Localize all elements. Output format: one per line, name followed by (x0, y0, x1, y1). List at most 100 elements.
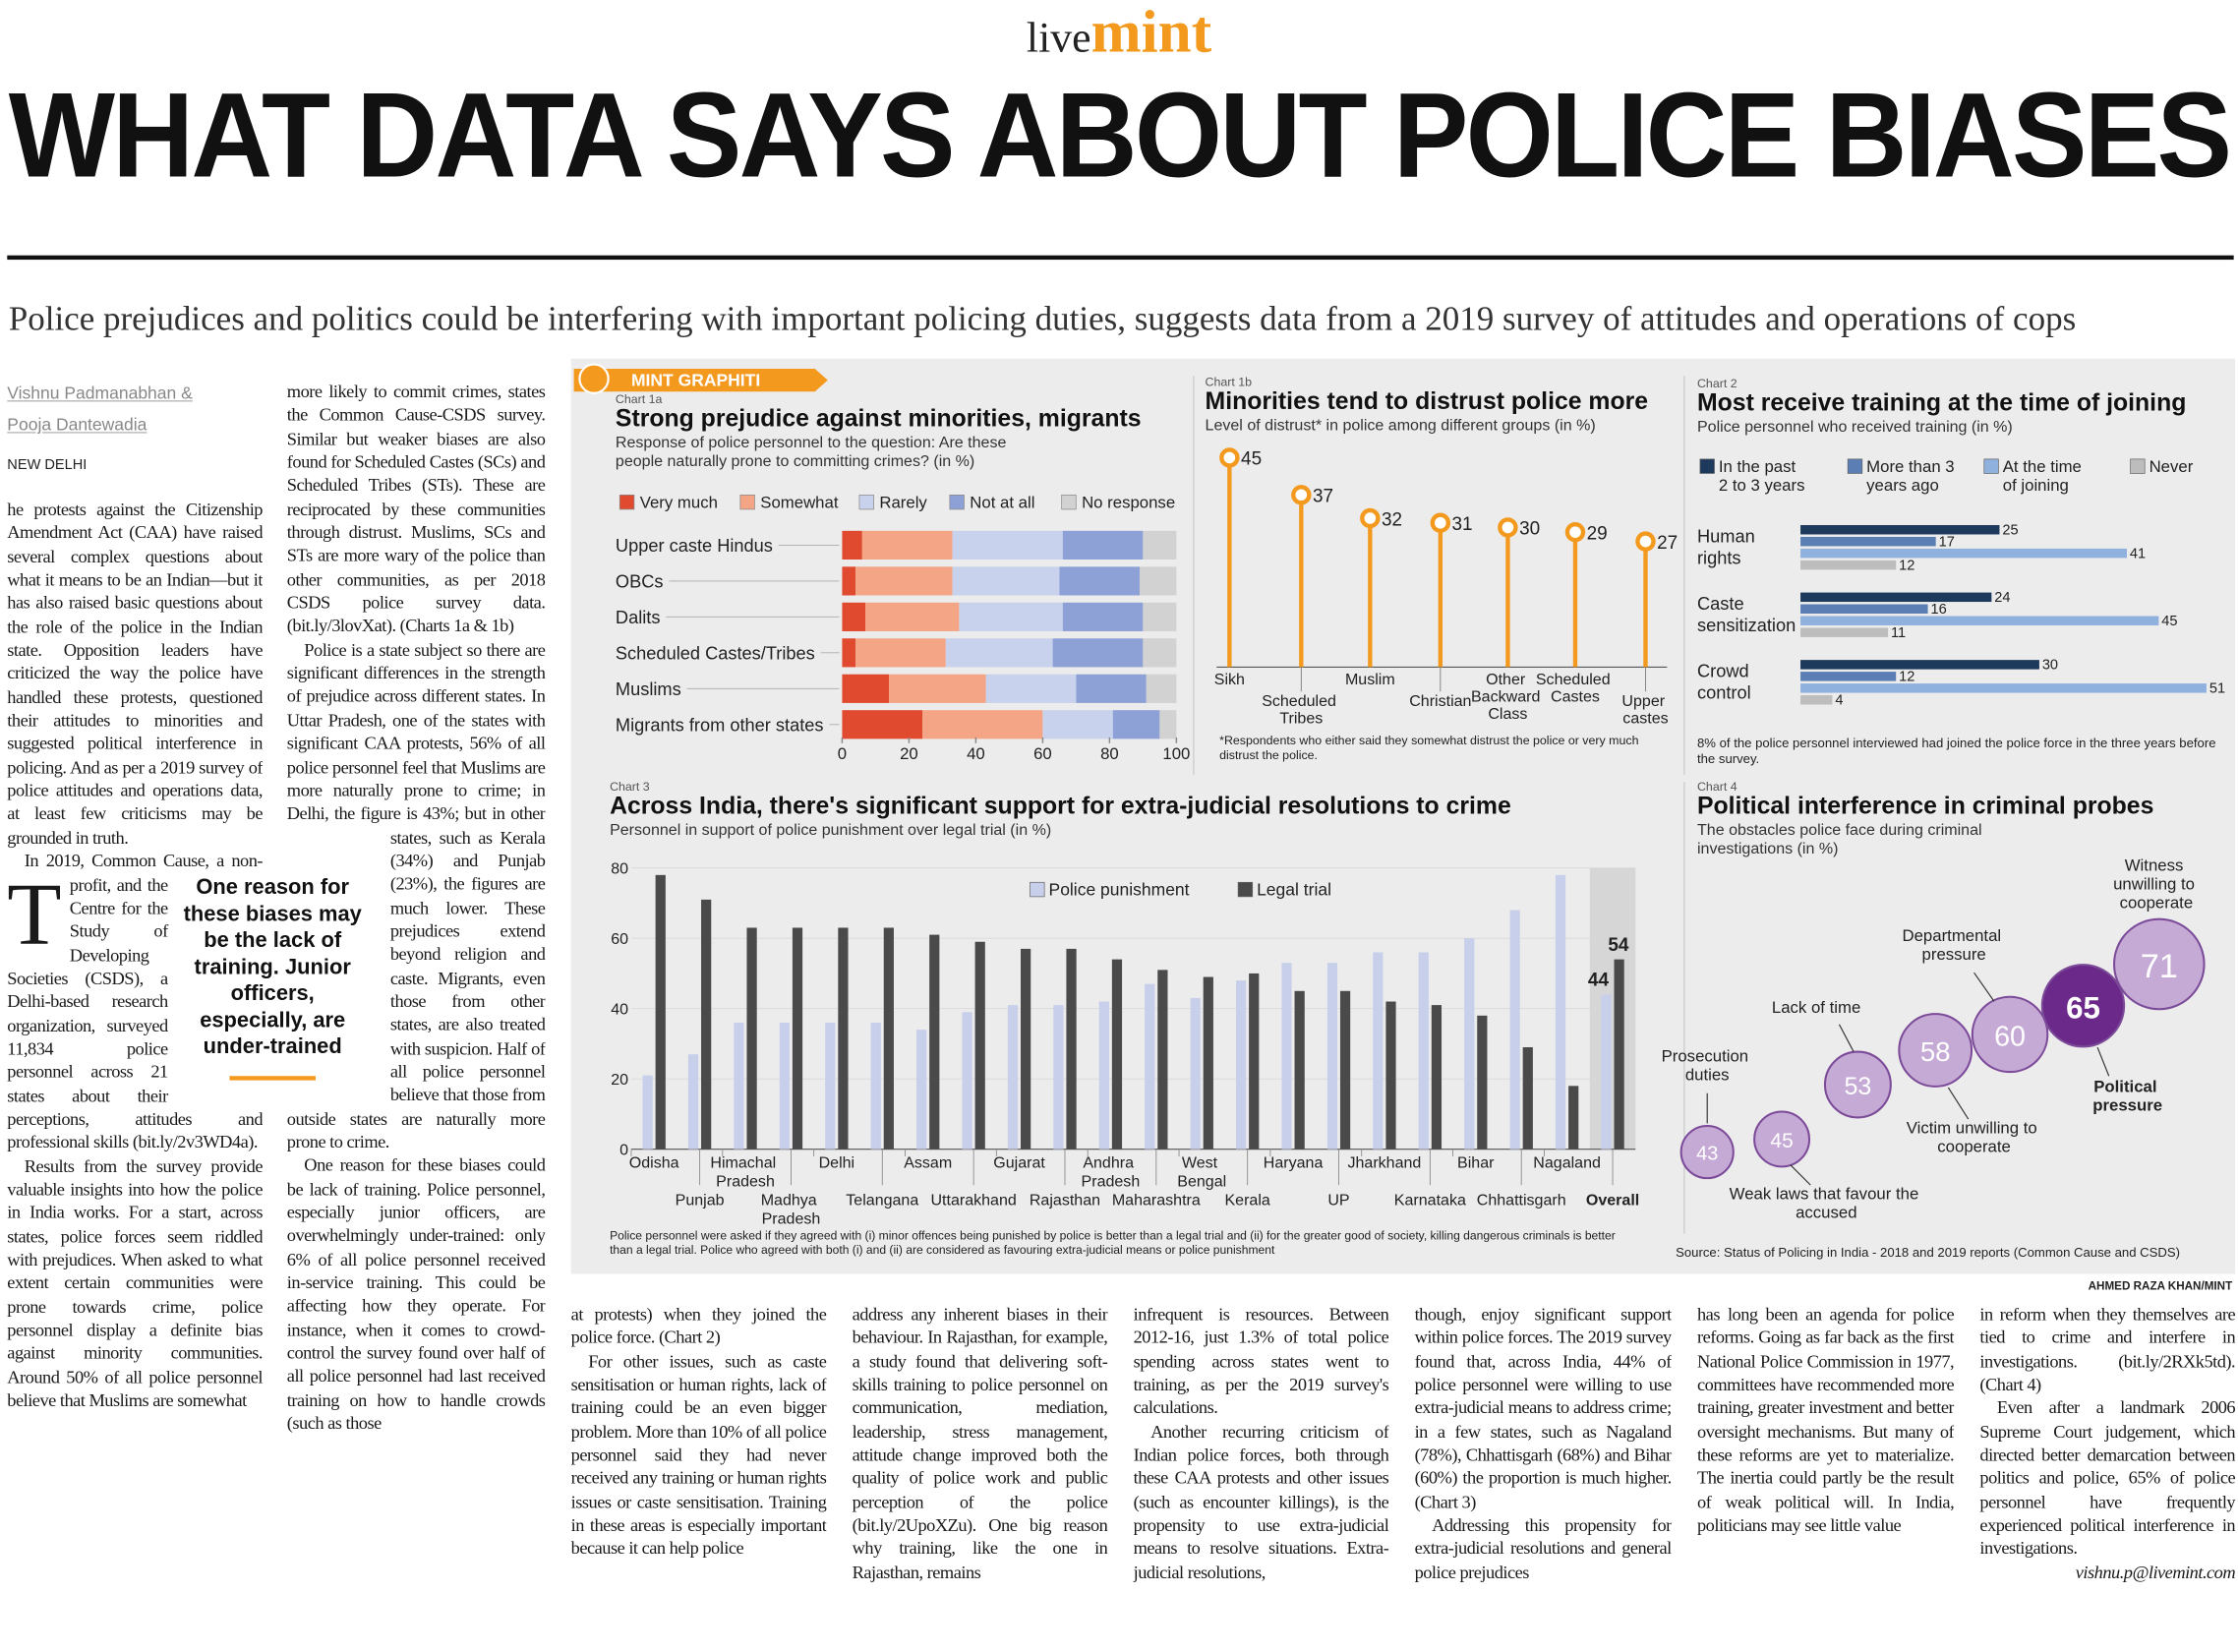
paragraph: Even after a landmark 2006 Supreme Court… (1979, 1397, 2236, 1560)
x-tick-label: Assam (904, 1154, 952, 1172)
legend-label: Not at all (970, 493, 1034, 511)
text-line: investigations (in %) (1697, 840, 1838, 857)
category-label: Christian (1409, 692, 1471, 710)
bar (1464, 938, 1475, 1150)
value-label: 31 (1452, 514, 1473, 535)
authors: Vishnu Padmanabhan & Pooja Dantewadia (7, 383, 193, 436)
bar (1281, 963, 1292, 1150)
value-label: 17 (1939, 534, 1955, 550)
text-line: Police personnel who received training (… (1697, 418, 2013, 436)
brand-live: live (1027, 15, 1091, 62)
bar-segment (1042, 710, 1113, 739)
bar (1007, 1005, 1019, 1150)
chart-label: Chart 1b (1206, 375, 1253, 388)
badge-banner (573, 368, 828, 392)
text-line: Weak laws that favour the (1730, 1185, 1923, 1204)
legend-label: Never (2150, 457, 2194, 476)
bar (1800, 660, 2039, 670)
x-tick-label: Bihar (1457, 1154, 1495, 1172)
bar-segment (1146, 674, 1177, 703)
bar (870, 1022, 881, 1150)
bar (1431, 1005, 1443, 1150)
bar (1800, 616, 2159, 625)
legend-label: No response (1082, 493, 1175, 511)
text-line: unwilling to (2113, 875, 2200, 894)
value-label: 54 (1608, 935, 1629, 956)
x-tick-label: 0 (838, 744, 847, 763)
bar (1800, 592, 1992, 603)
bar-segment (1143, 602, 1177, 631)
bubble (1753, 1110, 1811, 1168)
pointer (1973, 972, 1995, 1002)
category-label: Crowd control (1697, 661, 1754, 703)
pointer (1790, 1164, 1811, 1186)
bar-segment (842, 674, 890, 703)
legend-swatch (1847, 458, 1863, 474)
text-line: Christian (1409, 692, 1471, 710)
bar-segment (889, 674, 986, 703)
category-label: Caste sensitization (1697, 593, 1796, 635)
bubble-label: Weak laws that favour the accused (1730, 1185, 1923, 1222)
rule (7, 255, 2234, 261)
bubble-value: 53 (1844, 1073, 1871, 1100)
bar (1568, 1086, 1579, 1150)
bar-segment (959, 602, 1063, 631)
bar (1522, 1046, 1533, 1150)
text-line: Departmental (1903, 926, 2006, 945)
x-tick-label: Chhattisgarh (1477, 1192, 1566, 1210)
text-line: Gujarat (993, 1154, 1045, 1172)
bar (1509, 910, 1520, 1150)
text-line: Other (1486, 671, 1530, 688)
chart-label: Chart 1a (616, 392, 663, 406)
paragraph: at protests) when they joined the police… (570, 1304, 827, 1348)
category-label: Migrants from other states (616, 714, 824, 735)
x-tick-label: Maharashtra (1112, 1192, 1201, 1210)
bar-segment (1112, 710, 1160, 739)
chart-title: Most receive training at the time of joi… (1697, 389, 2186, 416)
bar (1249, 973, 1260, 1150)
text-line: Andhra (1083, 1154, 1138, 1172)
lollipop-head (1564, 521, 1586, 543)
bubble-label: Lack of time (1772, 998, 1860, 1017)
text-line: At the time (2003, 457, 2087, 476)
category-label: Other Backward Class (1471, 671, 1545, 723)
text-line: The obstacles police face during crimina… (1697, 821, 1986, 839)
bar-segment (1159, 710, 1177, 739)
legend-swatch (858, 494, 874, 510)
legend-label: Somewhat (760, 493, 839, 511)
text-line: Human (1697, 526, 1760, 547)
bar-segment (865, 602, 960, 631)
bar (655, 874, 666, 1150)
x-tick-label: Uttarakhand (930, 1192, 1016, 1210)
text-line: UP (1327, 1192, 1349, 1210)
article-column: at protests) when they joined the police… (571, 1303, 827, 1612)
legend-swatch (2130, 458, 2146, 474)
bar-segment (855, 638, 946, 668)
legend-label: Police punishment (1049, 879, 1190, 899)
bar-segment (1076, 674, 1147, 703)
text-line: Political (2093, 1077, 2161, 1095)
text-line: sensitization (1697, 615, 1796, 635)
bar-segment (1062, 602, 1144, 631)
paragraph: Addressing this propensity for extra-jud… (1414, 1514, 1672, 1582)
text-line: Crowd (1697, 661, 1754, 681)
bubble (1679, 1124, 1735, 1180)
text-line: people naturally prone to committing cri… (616, 452, 974, 470)
text-line: In the past (1719, 457, 1800, 476)
graphic-background (570, 358, 2236, 1274)
chart-subtitle: Response of police personnel to the ques… (616, 434, 1011, 470)
bar (779, 1022, 790, 1150)
dateline: NEW DELHI (7, 457, 88, 474)
legend-label: Legal trial (1257, 879, 1331, 899)
text-line: Prosecution (1662, 1047, 1753, 1066)
bar (1800, 524, 2000, 535)
bar (1477, 1015, 1488, 1150)
category-label: Dalits (616, 607, 661, 627)
text-line: Himachal (710, 1154, 780, 1172)
text-line: More than 3 (1866, 457, 1959, 476)
x-tick-label: Jharkhand (1347, 1154, 1421, 1172)
chart-title: Minorities tend to distrust police more (1206, 388, 1649, 415)
legend-swatch (1061, 494, 1077, 510)
value-label: 32 (1382, 509, 1402, 530)
